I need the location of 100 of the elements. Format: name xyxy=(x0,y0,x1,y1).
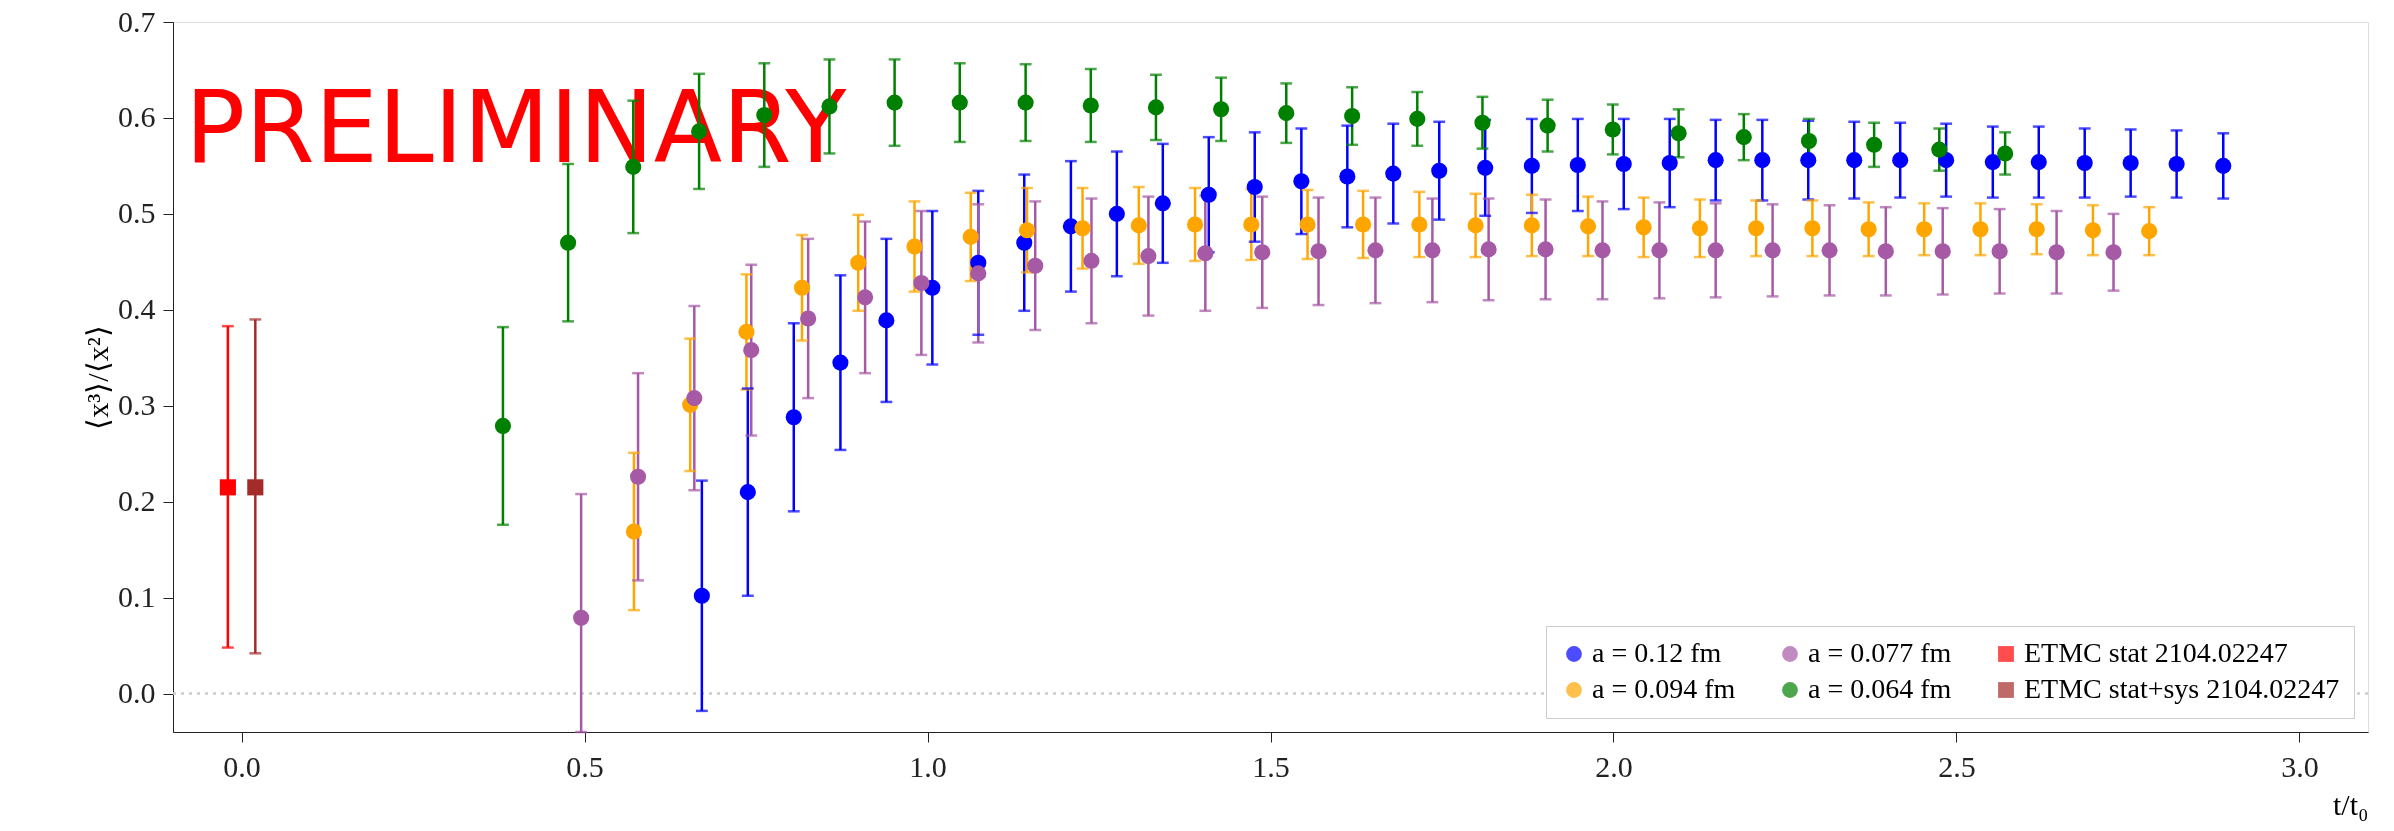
point xyxy=(1594,242,1611,259)
legend-label: ETMC stat+sys 2104.02247 xyxy=(2024,673,2340,704)
point xyxy=(1197,245,1214,262)
point xyxy=(1615,155,1632,173)
point xyxy=(1691,220,1708,237)
point xyxy=(1934,243,1951,260)
x-tick-label: 2.0 xyxy=(1595,749,1633,783)
y-tick-label: 0.1 xyxy=(118,580,156,614)
x-tick-label: 1.0 xyxy=(909,749,947,783)
point xyxy=(2084,222,2101,239)
point xyxy=(1877,243,1894,260)
point xyxy=(785,409,802,426)
point xyxy=(970,265,987,282)
point xyxy=(1027,257,1044,274)
legend-label: a = 0.064 fm xyxy=(1808,673,1952,704)
point xyxy=(247,479,264,496)
point xyxy=(1082,97,1099,114)
point xyxy=(2076,154,2093,172)
point xyxy=(962,228,979,245)
point xyxy=(1670,125,1687,142)
y-tick-label: 0.3 xyxy=(118,388,156,422)
point xyxy=(1846,152,1863,169)
point xyxy=(630,468,647,485)
point xyxy=(1800,132,1818,150)
point xyxy=(1108,205,1125,222)
point xyxy=(793,279,811,296)
point xyxy=(1243,216,1260,233)
y-tick-label: 0.7 xyxy=(118,4,156,38)
point xyxy=(1707,152,1724,169)
point xyxy=(1866,136,1883,153)
y-tick-label: 0.2 xyxy=(118,484,156,518)
point xyxy=(1154,195,1171,212)
point xyxy=(1424,242,1441,259)
point xyxy=(2048,244,2065,261)
point xyxy=(1431,162,1448,179)
legend-label: a = 0.077 fm xyxy=(1808,637,1952,668)
point xyxy=(1860,221,1877,238)
y-tick-label: 0.5 xyxy=(118,196,156,230)
point xyxy=(560,234,577,251)
y-tick-label: 0.4 xyxy=(118,292,156,326)
point xyxy=(1246,178,1263,196)
point xyxy=(1480,241,1497,258)
point xyxy=(850,254,867,271)
point xyxy=(1707,242,1724,259)
point xyxy=(1997,145,2014,162)
point xyxy=(1083,252,1100,269)
point xyxy=(800,310,817,327)
point xyxy=(1074,220,1091,237)
point xyxy=(739,484,756,501)
point xyxy=(1523,217,1540,234)
point xyxy=(1651,242,1668,259)
point xyxy=(1748,220,1765,237)
point xyxy=(878,312,895,329)
point xyxy=(573,609,590,626)
x-tick-label: 0.5 xyxy=(566,749,604,783)
point xyxy=(1017,94,1034,111)
point xyxy=(913,274,930,292)
point xyxy=(743,342,760,359)
y-tick-label: 0.6 xyxy=(118,100,156,134)
point xyxy=(1604,121,1621,138)
point xyxy=(2030,154,2047,171)
point xyxy=(886,94,903,111)
point xyxy=(1018,222,1036,239)
point xyxy=(1537,241,1554,258)
legend-label: ETMC stat 2104.02247 xyxy=(2024,637,2288,668)
point xyxy=(1200,186,1217,203)
x-tick-label: 3.0 xyxy=(2281,749,2319,783)
x-axis-title: t/t₀ xyxy=(2333,787,2369,821)
point xyxy=(951,94,968,111)
y-axis-title: ⟨x³⟩/⟨x²⟩ xyxy=(81,325,114,430)
point xyxy=(1991,243,2008,260)
point xyxy=(1735,129,1752,146)
point xyxy=(686,390,703,407)
point xyxy=(1931,141,1948,158)
point xyxy=(494,417,511,434)
point xyxy=(1140,248,1157,265)
point xyxy=(2028,221,2045,238)
point xyxy=(1523,157,1540,174)
point xyxy=(1213,101,1230,118)
point xyxy=(219,479,236,496)
point xyxy=(857,289,874,306)
point xyxy=(625,523,643,540)
point xyxy=(1344,107,1361,125)
point xyxy=(1635,219,1652,236)
point xyxy=(1984,154,2001,171)
point xyxy=(1339,168,1356,185)
point xyxy=(1474,114,1491,131)
x-tick-label: 1.5 xyxy=(1252,749,1290,783)
point xyxy=(1972,221,1989,238)
point xyxy=(2141,223,2158,240)
point xyxy=(1467,217,1484,234)
point xyxy=(1293,173,1310,190)
point xyxy=(1569,156,1586,174)
point xyxy=(1539,117,1556,134)
point xyxy=(1800,152,1817,169)
point xyxy=(1147,99,1165,116)
point xyxy=(1821,242,1838,259)
point xyxy=(1310,243,1327,260)
point xyxy=(2122,154,2139,172)
point xyxy=(832,354,849,371)
